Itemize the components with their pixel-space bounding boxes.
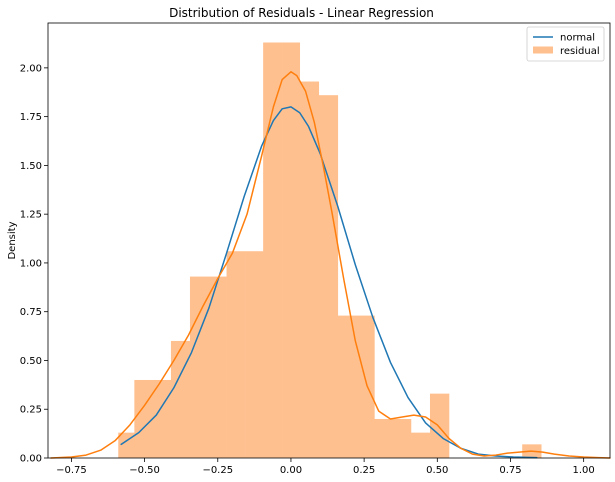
x-tick-label: 1.00 [573, 465, 595, 476]
y-tick-label: 1.00 [20, 258, 42, 269]
y-tick-label: 1.25 [20, 210, 42, 221]
histogram-bar-10 [299, 81, 320, 459]
histogram-bar-1 [134, 379, 154, 458]
legend-residual-swatch [533, 46, 553, 54]
histogram-bar-4 [189, 276, 210, 458]
chart-title: Distribution of Residuals - Linear Regre… [169, 6, 434, 20]
histogram-bar-3 [170, 340, 191, 458]
y-tick-label: 1.75 [20, 112, 42, 123]
histogram-bar-12 [337, 315, 356, 458]
histogram-bar-13 [355, 315, 375, 458]
x-tick-label: −0.50 [129, 465, 160, 476]
y-tick-label: 0.25 [20, 405, 42, 416]
x-tick-label: 0.50 [426, 465, 448, 476]
histogram-bar-11 [318, 95, 339, 458]
legend: normal residual [526, 26, 605, 62]
y-tick-label: 1.50 [20, 161, 42, 172]
plot-frame [47, 22, 611, 459]
histogram-bar-6 [226, 251, 246, 458]
x-tick-label: 0.00 [280, 465, 302, 476]
normal-density-line [120, 106, 538, 459]
histogram-bar-14 [374, 418, 394, 458]
histogram-bar-5 [208, 276, 227, 458]
histogram-bar-8 [263, 42, 283, 459]
y-tick-label: 0.00 [20, 454, 42, 465]
density-lines [50, 71, 611, 459]
y-axis: 0.00 0.25 0.50 0.75 1.00 1.25 1.50 1.75 2.00 [20, 63, 48, 465]
x-tick-label: 0.25 [353, 465, 375, 476]
legend-normal-label: normal [560, 33, 595, 44]
residual-density-line [50, 71, 611, 459]
x-tick-label: −0.25 [202, 465, 233, 476]
x-axis: −0.75 −0.50 −0.25 0.00 0.25 0.50 0.75 1.00 [56, 458, 595, 476]
histogram-bar-16 [410, 432, 431, 458]
y-tick-label: 0.50 [20, 356, 42, 367]
histogram-bar-15 [393, 418, 412, 458]
histogram-bar-7 [245, 251, 264, 458]
x-tick-label: 0.75 [499, 465, 521, 476]
histogram-bar-9 [282, 42, 301, 459]
histogram-bar-17 [429, 393, 450, 458]
legend-residual-label: residual [560, 46, 600, 57]
histogram-bar-2 [153, 379, 172, 458]
x-tick-label: −0.75 [56, 465, 87, 476]
histogram-bars [118, 42, 542, 459]
y-tick-label: 0.75 [20, 307, 42, 318]
y-axis-label: Density [7, 221, 18, 259]
y-tick-label: 2.00 [20, 63, 42, 74]
